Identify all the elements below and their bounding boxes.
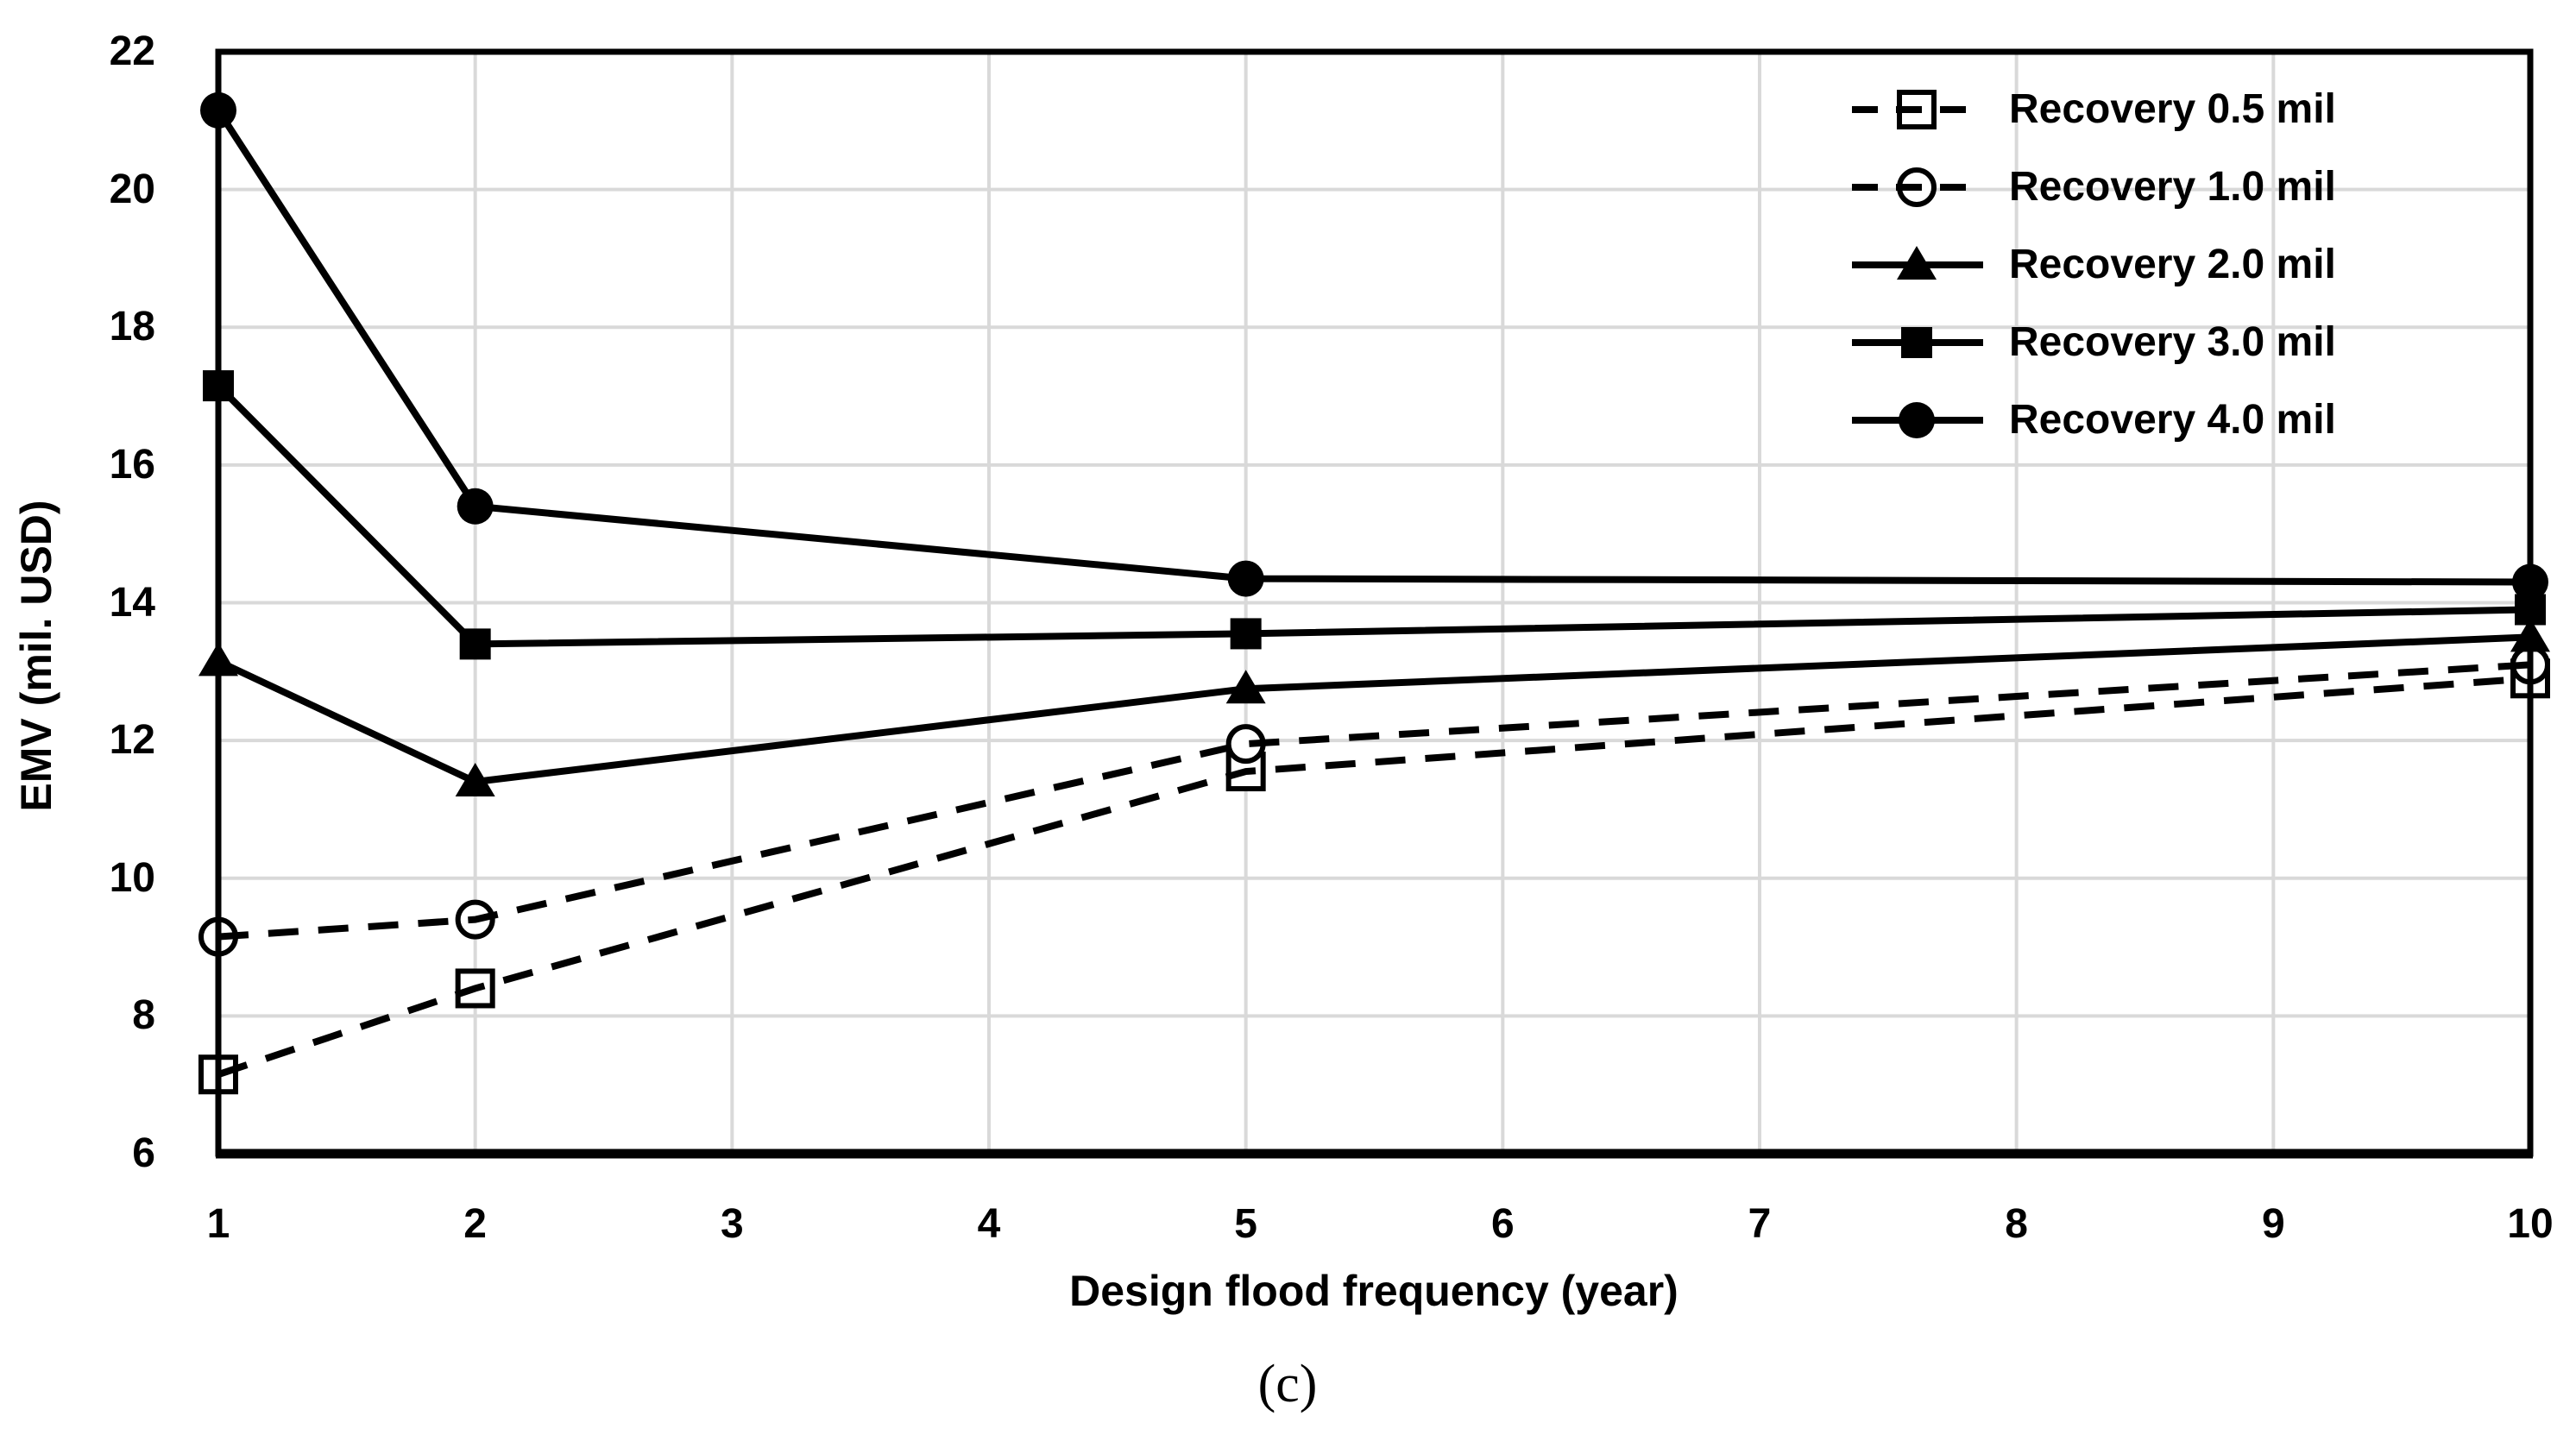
series-line <box>217 675 2531 1079</box>
legend-symbol-filled-triangle-solid-icon <box>1852 246 1983 280</box>
series-line <box>217 633 2531 786</box>
y-tick-label: 6 <box>132 1130 155 1176</box>
legend-symbol-open-circle-dashed-icon <box>1852 167 1983 207</box>
legend-label: Recovery 4.0 mil <box>2009 397 2336 443</box>
x-tick-label: 3 <box>720 1201 744 1247</box>
series-line <box>216 383 2531 648</box>
legend-label: Recovery 1.0 mil <box>2009 164 2336 210</box>
x-tick-label: 5 <box>1234 1201 1257 1247</box>
x-tick-label: 6 <box>1490 1201 1515 1247</box>
x-tick-label: 2 <box>463 1201 487 1247</box>
x-tick-label: 9 <box>2261 1201 2285 1247</box>
x-axis-title: Design flood frequency (year) <box>1069 1267 1678 1315</box>
series-line <box>217 661 2531 941</box>
series-recovery-1-0-mil <box>198 645 2550 957</box>
x-tick-label: 8 <box>2005 1201 2028 1247</box>
x-tick-label: 7 <box>1748 1201 1772 1247</box>
legend: Recovery 0.5 mil Recovery 1.0 mil Recove… <box>1847 71 2554 459</box>
y-tick-label: 12 <box>109 717 155 764</box>
legend-label: Recovery 2.0 mil <box>2009 242 2336 287</box>
series-line <box>215 108 2531 586</box>
legend-row: Recovery 3.0 mil <box>1847 304 2554 381</box>
x-tick-label: 1 <box>206 1201 230 1247</box>
legend-row: Recovery 2.0 mil <box>1847 226 2554 304</box>
marker-open-square <box>455 968 495 1009</box>
legend-label: Recovery 3.0 mil <box>2009 319 2336 365</box>
y-tick-label: 22 <box>109 28 155 74</box>
y-tick-label: 20 <box>109 166 155 212</box>
legend-symbol-filled-square-solid-icon <box>1852 327 1983 358</box>
legend-symbol-open-square-dashed-icon <box>1852 90 1983 129</box>
y-axis-title: EMV (mil. USD) <box>12 500 60 812</box>
y-tick-label: 10 <box>109 854 155 901</box>
legend-row: Recovery 1.0 mil <box>1847 148 2554 226</box>
legend-label: Recovery 0.5 mil <box>2009 86 2336 132</box>
figure-caption: (c) <box>1257 1355 1318 1413</box>
y-tick-label: 14 <box>109 579 155 626</box>
x-tick-label: 4 <box>977 1201 1001 1247</box>
y-tick-label: 16 <box>109 441 155 488</box>
x-tick-label: 10 <box>2507 1201 2554 1247</box>
legend-symbol-filled-circle-solid-icon <box>1852 402 1983 438</box>
y-tick-label: 8 <box>132 992 155 1039</box>
y-tick-label: 18 <box>109 304 155 350</box>
legend-row: Recovery 0.5 mil <box>1847 71 2554 148</box>
legend-row: Recovery 4.0 mil <box>1847 381 2554 459</box>
